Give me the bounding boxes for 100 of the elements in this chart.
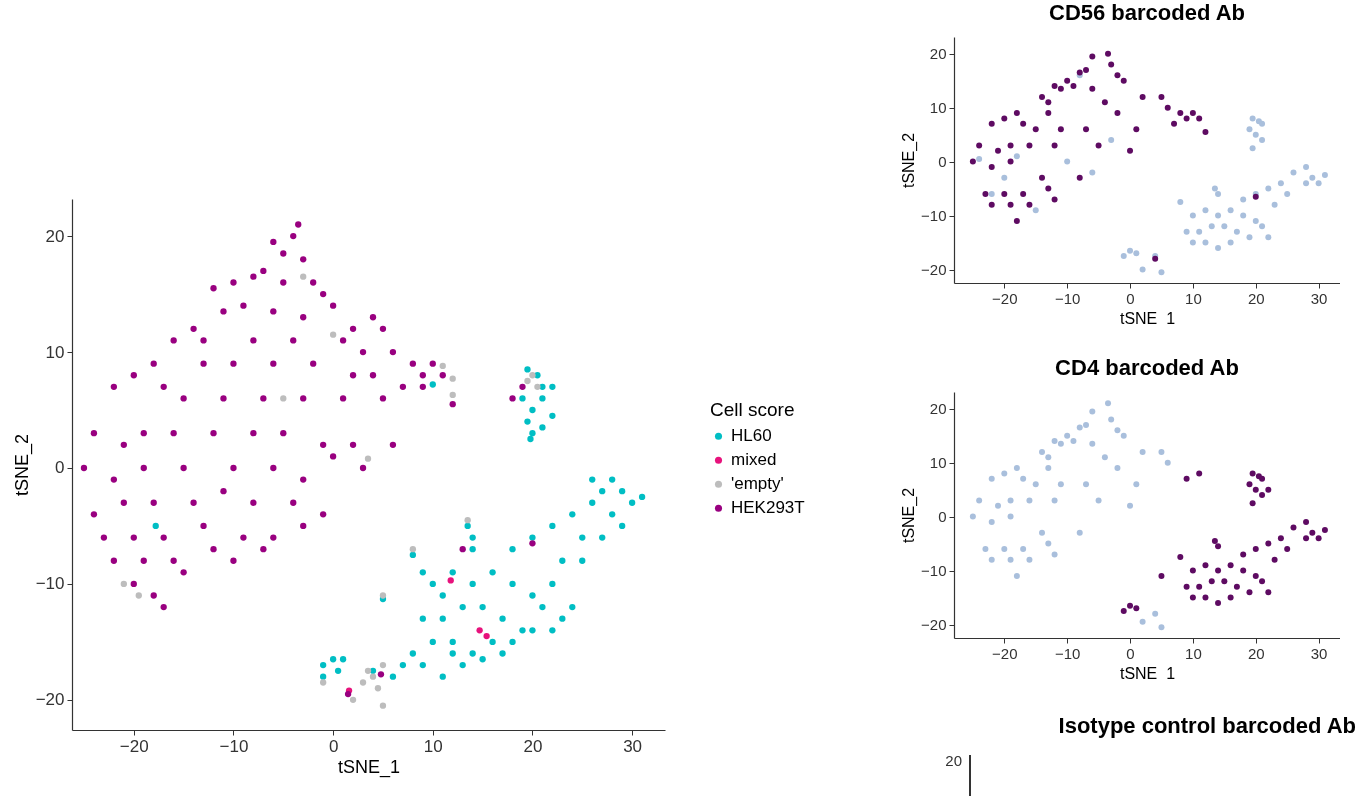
point bbox=[1045, 185, 1052, 192]
point bbox=[1032, 481, 1039, 488]
point bbox=[1215, 190, 1222, 197]
x-tick-label: −10 bbox=[1054, 289, 1081, 307]
y-tick-label: 0 bbox=[938, 508, 947, 526]
point bbox=[1196, 470, 1203, 477]
point bbox=[1202, 239, 1209, 246]
point bbox=[1315, 180, 1322, 187]
point bbox=[1120, 608, 1127, 615]
point bbox=[1152, 610, 1159, 617]
x-tick-label: 0 bbox=[1126, 644, 1135, 662]
point bbox=[483, 632, 490, 640]
y-tick-label: −10 bbox=[921, 207, 947, 225]
y-axis-title: tSNE_2 bbox=[900, 132, 919, 189]
y-tick-label: 20 bbox=[929, 45, 947, 63]
point bbox=[1070, 438, 1077, 445]
point bbox=[534, 383, 541, 390]
point bbox=[1196, 228, 1203, 235]
point bbox=[1215, 567, 1222, 574]
point bbox=[1057, 440, 1064, 447]
point bbox=[1083, 421, 1090, 428]
point bbox=[1114, 465, 1121, 472]
y-tick-label: −20 bbox=[35, 690, 65, 710]
x-tick-label: 0 bbox=[1126, 289, 1135, 307]
x-tick-label: 10 bbox=[423, 736, 443, 756]
point bbox=[1177, 199, 1184, 206]
y-tick-label: −20 bbox=[921, 261, 947, 279]
y-tick-label: 10 bbox=[45, 342, 65, 362]
point bbox=[1133, 250, 1140, 257]
point bbox=[1083, 66, 1090, 73]
point bbox=[1127, 247, 1134, 254]
point bbox=[1189, 212, 1196, 219]
point bbox=[449, 391, 456, 399]
point bbox=[524, 377, 531, 385]
point bbox=[1303, 535, 1310, 542]
point bbox=[1158, 448, 1165, 455]
point bbox=[1045, 110, 1052, 117]
point bbox=[1114, 72, 1121, 79]
point bbox=[300, 273, 307, 280]
point bbox=[1315, 535, 1322, 542]
y-tick-label: 0 bbox=[55, 458, 65, 478]
point bbox=[1265, 540, 1272, 547]
point bbox=[1158, 624, 1165, 631]
point bbox=[1259, 475, 1266, 482]
x-axis-title: tSNE_1 bbox=[1119, 664, 1176, 683]
point bbox=[1026, 142, 1033, 149]
legend-label: HEK293T bbox=[731, 498, 805, 518]
point bbox=[1051, 83, 1058, 90]
x-axis-title: tSNE_1 bbox=[1119, 309, 1176, 328]
point bbox=[369, 673, 377, 680]
point bbox=[1026, 201, 1033, 208]
y-tick-label: 0 bbox=[938, 153, 947, 171]
point bbox=[1211, 185, 1218, 192]
x-tick-label: −10 bbox=[1054, 644, 1081, 662]
point bbox=[319, 679, 327, 686]
y-tick-label: 20 bbox=[929, 400, 947, 418]
point bbox=[1202, 594, 1209, 601]
point bbox=[1246, 126, 1253, 133]
x-tick-label: 10 bbox=[1185, 644, 1202, 662]
point bbox=[1089, 169, 1096, 176]
point bbox=[1095, 142, 1102, 149]
x-tick-label: 30 bbox=[1310, 644, 1328, 662]
point bbox=[988, 190, 995, 197]
point bbox=[1309, 529, 1316, 536]
point bbox=[995, 147, 1002, 154]
point bbox=[1233, 583, 1240, 590]
point bbox=[1108, 61, 1115, 68]
point bbox=[1309, 174, 1316, 181]
point bbox=[1183, 228, 1190, 235]
point bbox=[374, 685, 382, 692]
y-axis-title: tSNE_2 bbox=[900, 487, 919, 544]
x-tick-label: 20 bbox=[523, 736, 543, 756]
point bbox=[1051, 142, 1058, 149]
point bbox=[988, 164, 995, 171]
point bbox=[1290, 169, 1297, 176]
point bbox=[1051, 551, 1058, 558]
point bbox=[1211, 537, 1218, 544]
point bbox=[439, 362, 446, 370]
chart-title: CD56 barcoded Ab bbox=[1048, 0, 1246, 25]
point bbox=[1189, 594, 1196, 601]
point bbox=[1076, 529, 1083, 536]
point bbox=[1001, 174, 1008, 181]
point bbox=[1120, 77, 1127, 84]
point bbox=[1139, 448, 1146, 455]
point bbox=[1020, 475, 1027, 482]
point bbox=[1271, 556, 1278, 563]
point bbox=[976, 497, 983, 504]
point bbox=[1120, 253, 1127, 260]
point bbox=[995, 502, 1002, 509]
point bbox=[988, 556, 995, 563]
point bbox=[988, 201, 995, 208]
x-tick-label: −10 bbox=[219, 736, 249, 756]
y-tick-label: −10 bbox=[921, 562, 947, 580]
x-tick-label: −20 bbox=[992, 644, 1018, 662]
point bbox=[1007, 513, 1014, 520]
legend-title: Cell score bbox=[710, 398, 795, 420]
point bbox=[1303, 519, 1310, 526]
point bbox=[982, 545, 989, 552]
point bbox=[135, 592, 142, 599]
point bbox=[1215, 599, 1222, 606]
